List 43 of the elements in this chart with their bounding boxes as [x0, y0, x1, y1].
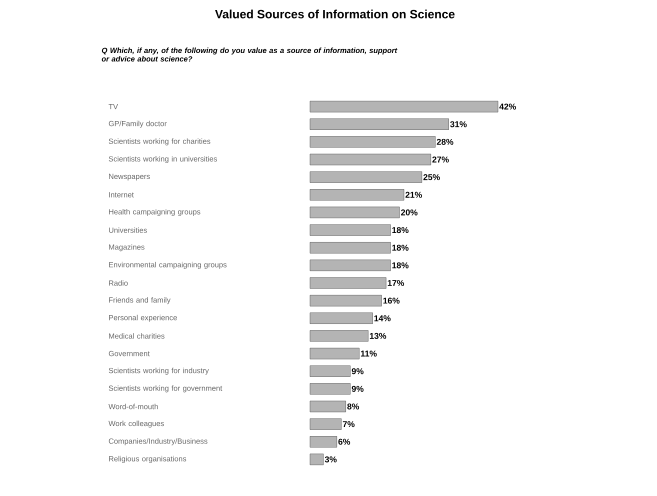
data-label: 18%: [392, 227, 409, 234]
data-label: 28%: [436, 138, 454, 145]
bar: [310, 189, 404, 200]
bar: [310, 224, 391, 236]
bar: [310, 418, 342, 430]
data-label: 3%: [324, 456, 337, 462]
bar: [310, 348, 360, 360]
data-label: 18%: [392, 262, 409, 268]
bar: [310, 330, 368, 342]
bar: [310, 454, 324, 466]
data-label: 42%: [499, 104, 516, 110]
bar: [310, 436, 338, 448]
data-label: 14%: [374, 315, 391, 322]
bar: [310, 206, 400, 218]
data-label: 18%: [392, 244, 409, 251]
bar: [310, 400, 346, 412]
data-label: 17%: [388, 280, 404, 286]
chart-title: Valued Sources of Information on Science: [215, 10, 455, 18]
bar: [310, 294, 382, 306]
data-label: 27%: [432, 156, 449, 163]
bar: [310, 171, 422, 183]
data-label: 9%: [352, 368, 364, 374]
data-label: 25%: [423, 174, 440, 180]
bar: [310, 118, 449, 130]
data-label: 20%: [401, 209, 418, 216]
bar: [310, 383, 350, 395]
bar: [310, 136, 436, 148]
bar: [310, 260, 391, 272]
data-label: 13%: [370, 332, 386, 339]
data-label: 7%: [342, 421, 355, 428]
data-label: 21%: [405, 192, 422, 198]
data-label: 6%: [338, 438, 350, 445]
data-label: 11%: [360, 350, 377, 357]
bar: [310, 312, 373, 324]
bar: [310, 100, 498, 112]
data-label: 8%: [347, 403, 360, 410]
bar: [310, 366, 350, 377]
bar: [310, 277, 386, 289]
data-label: 9%: [352, 386, 364, 392]
bar: [310, 242, 391, 254]
data-label: 16%: [383, 298, 400, 304]
data-label: 31%: [450, 121, 467, 128]
bar: [310, 154, 432, 166]
